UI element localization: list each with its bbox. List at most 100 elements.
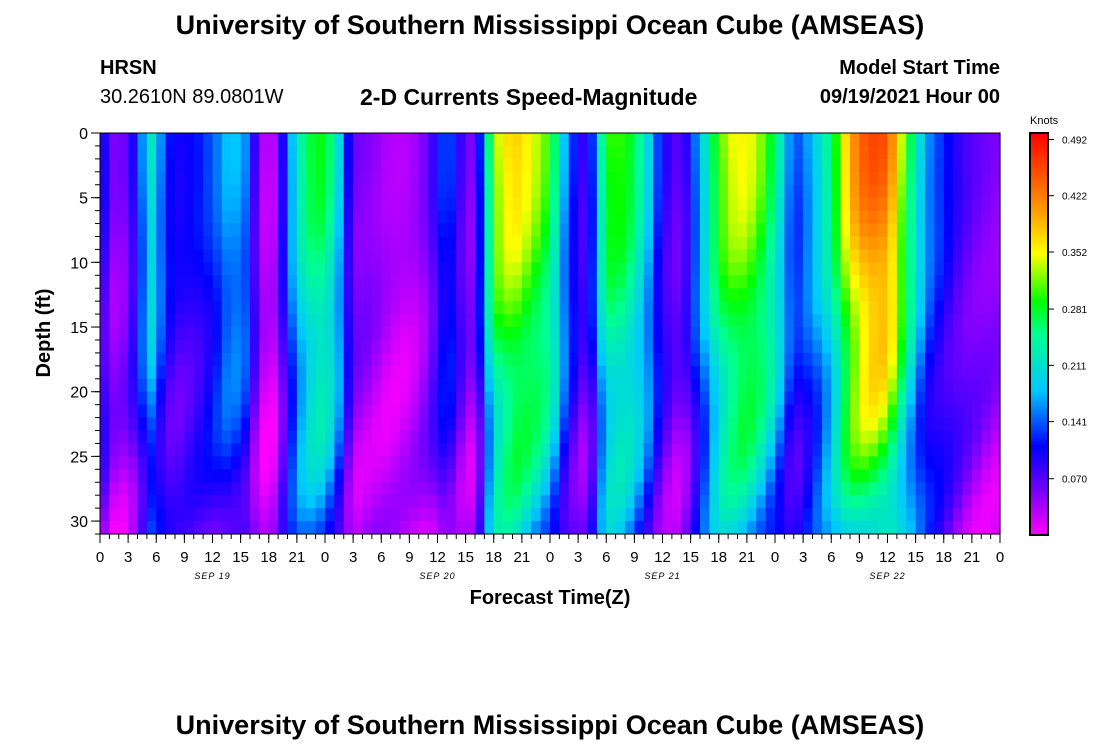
heatmap-cell [475, 508, 485, 522]
heatmap-cell [981, 184, 992, 199]
heatmap-cell [812, 352, 823, 367]
heatmap-cell [850, 482, 860, 496]
heatmap-cell [634, 404, 645, 419]
heatmap-cell [371, 275, 382, 289]
heatmap-cell [587, 430, 598, 445]
heatmap-cell [503, 378, 514, 393]
heatmap-cell [634, 339, 645, 354]
heatmap-cell [934, 404, 945, 419]
heatmap-cell [690, 391, 701, 406]
heatmap-cell [596, 171, 607, 186]
heatmap-cell [821, 482, 832, 496]
heatmap-cell [418, 327, 429, 341]
heatmap-cell [512, 236, 523, 251]
heatmap-cell [250, 236, 260, 251]
heatmap-cell [409, 275, 420, 289]
heatmap-cell [156, 133, 167, 147]
heatmap-cell [137, 391, 148, 406]
heatmap-cell [643, 378, 654, 393]
heatmap-cell [540, 314, 551, 328]
heatmap-cell [859, 327, 870, 341]
heatmap-cell [793, 288, 804, 302]
heatmap-cell [981, 171, 992, 186]
heatmap-cell [953, 184, 964, 199]
heatmap-cell [803, 275, 814, 289]
heatmap-cell [615, 404, 626, 419]
heatmap-cell [296, 275, 307, 289]
heatmap-cell [390, 404, 401, 419]
heatmap-cell [934, 197, 945, 212]
heatmap-cell [812, 145, 823, 160]
heatmap-cell [221, 378, 232, 393]
heatmap-cell [550, 339, 560, 354]
heatmap-cell [118, 339, 129, 354]
heatmap-cell [362, 443, 373, 457]
heatmap-cell [831, 275, 842, 289]
heatmap-cell [812, 171, 823, 186]
heatmap-cell [775, 404, 785, 419]
heatmap-cell [418, 508, 429, 522]
heatmap-cell [812, 288, 823, 302]
heatmap-cell [512, 301, 523, 315]
heatmap-cell [184, 327, 195, 341]
heatmap-cell [943, 236, 954, 251]
heatmap-cell [512, 521, 523, 535]
heatmap-cell [550, 378, 560, 393]
heatmap-cell [756, 314, 767, 328]
heatmap-cell [690, 365, 701, 380]
heatmap-cell [259, 482, 270, 496]
heatmap-cell [540, 197, 551, 212]
heatmap-cell [381, 249, 392, 263]
heatmap-cell [840, 521, 851, 535]
heatmap-cell [306, 365, 317, 380]
heatmap-cell [587, 508, 598, 522]
heatmap-cell [671, 508, 682, 522]
heatmap-cell [906, 171, 917, 186]
heatmap-cell [128, 314, 139, 328]
heatmap-cell [606, 223, 617, 238]
heatmap-cell [521, 430, 532, 445]
heatmap-cell [662, 158, 673, 173]
heatmap-cell [146, 365, 157, 380]
heatmap-cell [840, 301, 851, 315]
heatmap-cell [737, 223, 748, 238]
heatmap-cell [268, 378, 279, 393]
heatmap-cell [700, 378, 710, 393]
heatmap-cell [287, 133, 298, 147]
heatmap-cell [100, 365, 110, 380]
heatmap-cell [915, 223, 926, 238]
heatmap-cell [934, 314, 945, 328]
heatmap-cell [953, 482, 964, 496]
heatmap-cell [437, 145, 448, 160]
heatmap-cell [653, 301, 664, 315]
heatmap-cell [184, 365, 195, 380]
heatmap-cell [175, 158, 185, 173]
heatmap-cell [578, 430, 589, 445]
heatmap-cell [278, 145, 289, 160]
heatmap-cell [915, 133, 926, 147]
heatmap-cell [409, 404, 420, 419]
heatmap-cell [700, 352, 710, 367]
heatmap-cell [212, 171, 223, 186]
heatmap-cells [100, 133, 1001, 535]
heatmap-cell [850, 417, 860, 432]
heatmap-cell [184, 404, 195, 419]
heatmap-cell [203, 171, 214, 186]
heatmap-cell [259, 339, 270, 354]
heatmap-cell [512, 275, 523, 289]
heatmap-cell [465, 378, 476, 393]
heatmap-cell [203, 288, 214, 302]
heatmap-cell [221, 430, 232, 445]
heatmap-cell [371, 210, 382, 225]
heatmap-cell [971, 133, 982, 147]
heatmap-cell [850, 378, 860, 393]
heatmap-cell [343, 495, 354, 509]
heatmap-cell [878, 391, 889, 406]
heatmap-cell [756, 275, 767, 289]
heatmap-cell [465, 171, 476, 186]
heatmap-cell [503, 171, 514, 186]
heatmap-cell [100, 133, 110, 147]
page-title: University of Southern Mississippi Ocean… [175, 10, 925, 40]
heatmap-cell [306, 262, 317, 276]
heatmap-cell [737, 482, 748, 496]
